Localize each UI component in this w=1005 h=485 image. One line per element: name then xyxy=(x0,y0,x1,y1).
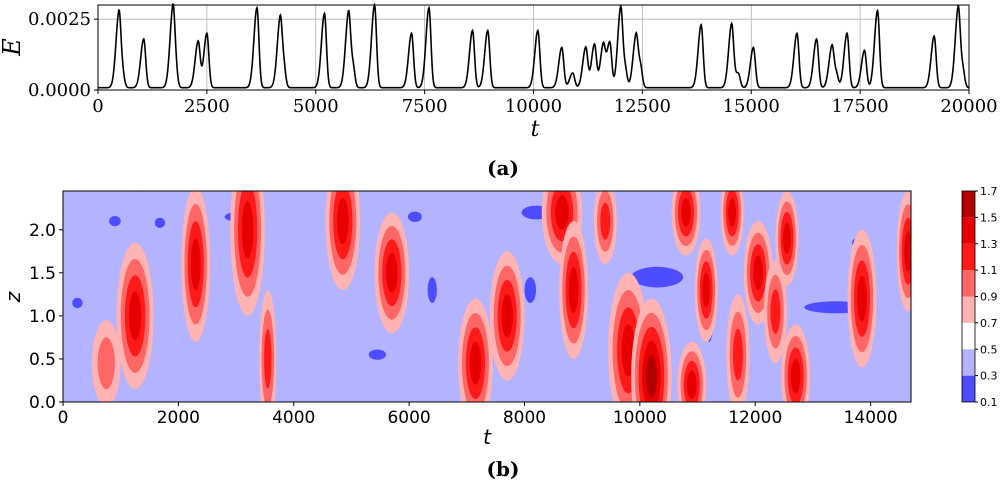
x-tick-label: 10000 xyxy=(505,96,562,117)
hot-region-band xyxy=(790,358,801,394)
x-tick-label: 14000 xyxy=(844,408,898,428)
colorbar-tick-label: 1.1 xyxy=(980,264,998,277)
y-tick-label: 2.0 xyxy=(29,221,56,241)
y-tick-label: 0.0025 xyxy=(28,9,91,30)
colorbar-band xyxy=(962,270,975,297)
hot-region-band xyxy=(241,201,254,259)
x-tick-label: 7500 xyxy=(402,96,448,117)
energy-time-series-panel: 0 2500 5000 7500 10000 12500 15000 17500 20000 0.… xyxy=(0,2,998,180)
deep-low-region xyxy=(154,217,166,229)
colorbar: 0.1 0.3 0.5 0.7 0.9 1.1 1.3 1.5 1.7 xyxy=(961,185,998,409)
hot-region-band xyxy=(264,329,272,389)
deep-low-region xyxy=(631,266,684,288)
colorbar-band xyxy=(962,191,975,218)
x-tick-label: 0 xyxy=(92,96,103,117)
deep-low-region xyxy=(407,211,422,223)
y-tick-label: 0.0 xyxy=(29,393,56,413)
hot-region-band xyxy=(783,222,791,255)
y-tick-label: 1.0 xyxy=(29,307,56,327)
y-tick-label: 0.0000 xyxy=(28,80,91,101)
deep-low-region xyxy=(427,277,437,303)
hot-region-band xyxy=(770,289,781,334)
panel-a-caption: (a) xyxy=(487,156,519,180)
energy-axis-ticks: 0 2500 5000 7500 10000 12500 15000 17500 20000 0.… xyxy=(28,9,998,117)
hot-region-band xyxy=(337,198,349,245)
x-tick-label: 2000 xyxy=(157,408,200,428)
hot-region-band xyxy=(386,252,398,293)
contour-axis-ticks: 0 2000 4000 6000 8000 10000 12000 14000 0.0 0.5 1.… xyxy=(29,221,898,428)
x-tick-label: 15000 xyxy=(723,96,780,117)
low-region xyxy=(63,191,144,273)
contour-y-axis-label: z xyxy=(1,291,25,303)
hot-region-band xyxy=(645,355,657,398)
colorbar-tick-label: 1.5 xyxy=(980,211,998,224)
hot-region-band xyxy=(128,291,142,341)
energy-y-axis-label: E xyxy=(0,38,26,57)
hot-region-band xyxy=(702,272,711,308)
colorbar-tick-label: 0.9 xyxy=(980,291,998,304)
hot-region-band xyxy=(600,202,611,240)
hot-region-band xyxy=(857,275,867,322)
x-tick-label: 12500 xyxy=(614,96,671,117)
contour-field xyxy=(63,191,911,402)
deep-low-region xyxy=(524,277,537,303)
hot-region-band xyxy=(732,328,743,381)
hot-region-band xyxy=(568,267,579,314)
deep-low-region xyxy=(368,349,387,360)
hot-region-band xyxy=(190,238,201,291)
energy-series-line xyxy=(98,2,970,89)
hot-region-band xyxy=(904,231,911,272)
energy-x-axis-label: t xyxy=(531,117,540,142)
colorbar-band xyxy=(962,243,975,271)
colorbar-tick-label: 0.1 xyxy=(980,396,998,409)
deep-low-region xyxy=(72,297,83,309)
x-tick-label: 8000 xyxy=(503,408,546,428)
low-region xyxy=(201,246,306,402)
x-tick-label: 0 xyxy=(58,408,69,428)
hot-region-band xyxy=(686,370,697,400)
y-tick-label: 0.5 xyxy=(29,350,56,370)
deep-low-region xyxy=(109,215,121,227)
x-tick-label: 6000 xyxy=(387,408,430,428)
x-tick-label: 4000 xyxy=(272,408,315,428)
colorbar-tick-label: 0.5 xyxy=(980,343,998,356)
colorbar-band xyxy=(962,322,975,350)
colorbar-band xyxy=(962,296,975,323)
contour-plot-frame xyxy=(62,190,912,403)
x-tick-label: 10000 xyxy=(613,408,667,428)
x-tick-label: 20000 xyxy=(940,96,997,117)
contour-x-axis-label: t xyxy=(483,425,492,449)
hot-region-band xyxy=(753,255,763,291)
hot-region-band xyxy=(501,294,513,338)
colorbar-band xyxy=(962,349,975,376)
x-tick-label: 12000 xyxy=(728,408,782,428)
low-region xyxy=(155,341,213,402)
x-tick-label: 2500 xyxy=(184,96,230,117)
x-tick-label: 17500 xyxy=(831,96,888,117)
hot-region-band xyxy=(728,198,737,227)
colorbar-band xyxy=(962,375,975,402)
panel-b-caption: (b) xyxy=(487,457,520,481)
hot-region-band xyxy=(469,341,482,385)
contour-panel: 0 2000 4000 6000 8000 10000 12000 14000 0.0 0.5 1.… xyxy=(1,185,998,481)
colorbar-tick-label: 0.3 xyxy=(980,370,998,383)
hot-region-band xyxy=(555,195,569,230)
hot-region-band xyxy=(681,198,691,227)
colorbar-tick-label: 0.7 xyxy=(980,317,998,330)
colorbar-tick-label: 1.7 xyxy=(980,185,998,198)
x-tick-label: 5000 xyxy=(293,96,339,117)
y-tick-label: 1.5 xyxy=(29,264,56,284)
hot-region-band xyxy=(97,337,115,390)
colorbar-band xyxy=(962,217,975,244)
colorbar-tick-label: 1.3 xyxy=(980,238,998,251)
